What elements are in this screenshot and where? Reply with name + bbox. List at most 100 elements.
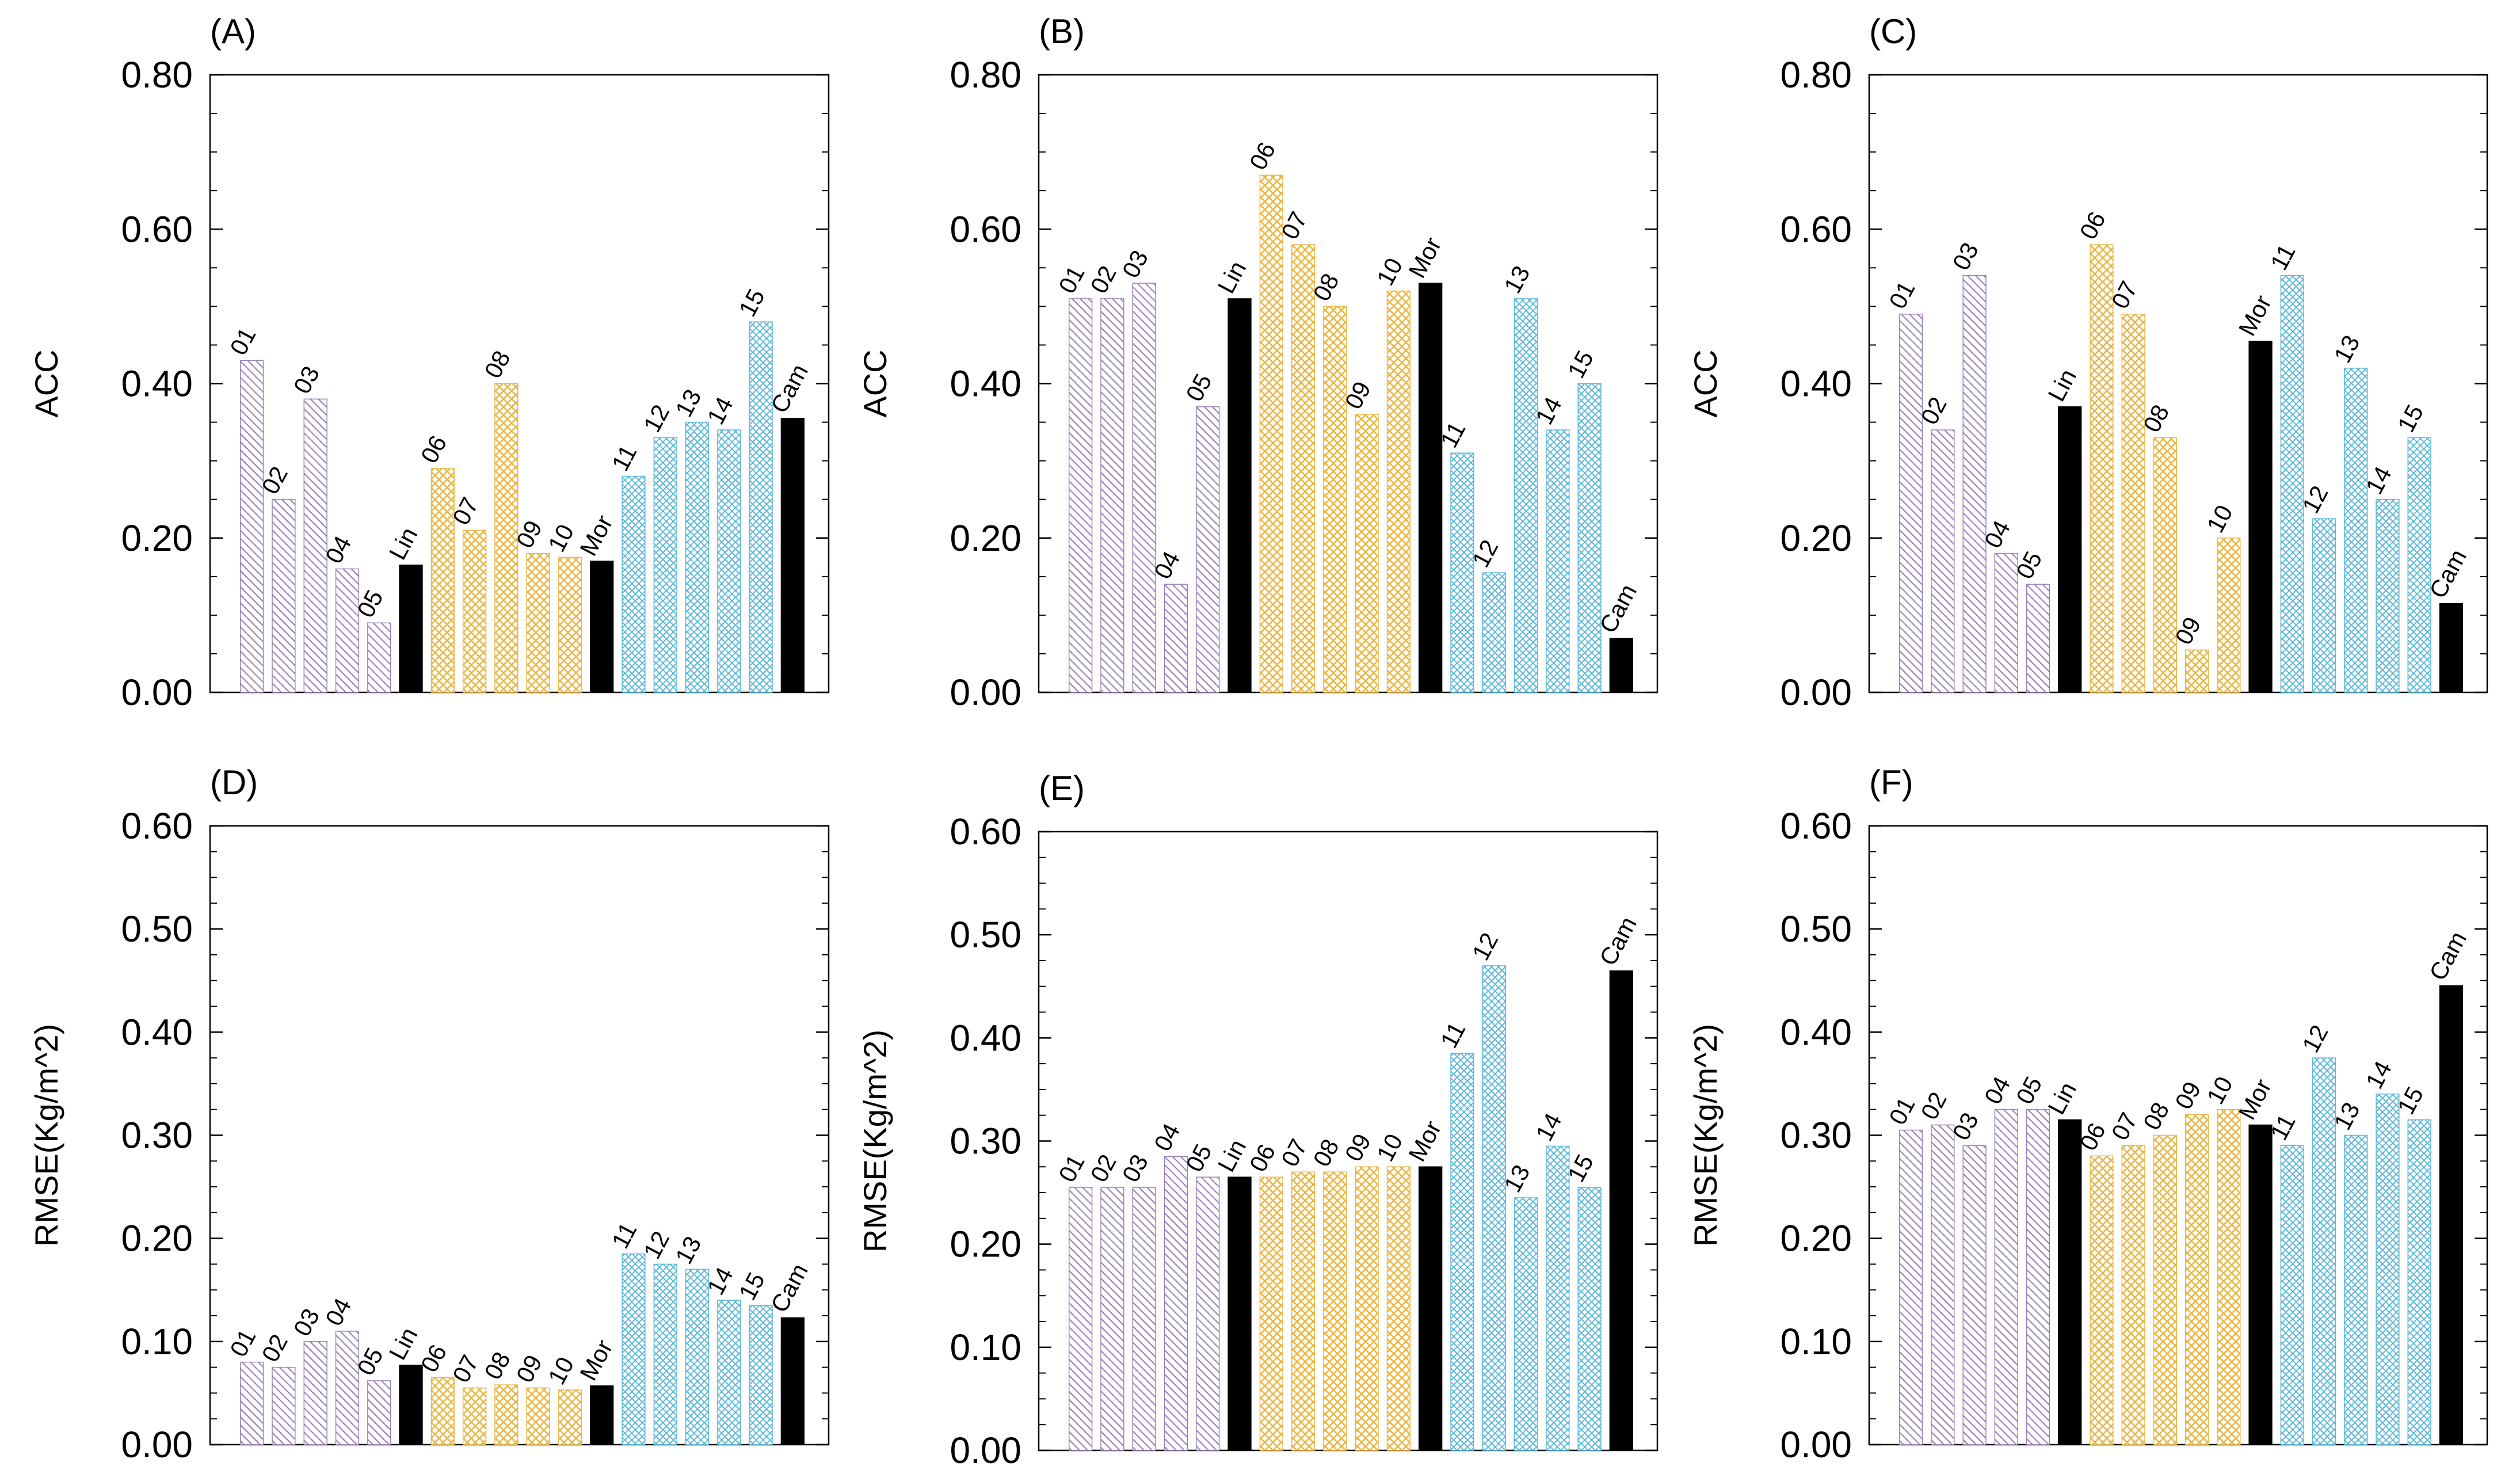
bar-03 — [1132, 283, 1156, 693]
bar-label: 07 — [2106, 1108, 2142, 1144]
bar-09 — [2184, 649, 2209, 693]
bar-label: 01 — [224, 323, 261, 359]
bar-label: 10 — [1371, 1129, 1408, 1165]
bar-Cam — [780, 418, 805, 693]
bar-09 — [526, 553, 550, 693]
y-axis-label: ACC — [1687, 349, 1724, 417]
bar-label: 08 — [2138, 1098, 2174, 1134]
bar-Cam — [1609, 638, 1634, 693]
y-tick-label: 0.40 — [950, 1017, 1021, 1058]
y-tick-label: 0.00 — [121, 672, 193, 713]
bar-01 — [1898, 314, 1923, 693]
y-tick-label: 0.10 — [1780, 1321, 1852, 1362]
bar-label: 15 — [734, 1268, 770, 1304]
bar-Mor — [1419, 283, 1443, 693]
chart-panel-5: 0.00 0.10 0.20 0.30 0.40 0.50 0.60 RMSE(Kg/m^2)… — [857, 769, 1659, 1471]
y-tick-label: 0.20 — [1780, 517, 1852, 559]
y-tick-label: 0.50 — [1780, 908, 1852, 950]
y-tick-label: 0.60 — [1780, 208, 1852, 250]
bar-label: Lin — [1213, 257, 1252, 298]
bar-07 — [462, 1387, 487, 1445]
bar-label: 04 — [1149, 1119, 1185, 1155]
y-tick-label: 0.20 — [121, 517, 193, 559]
y-tick-label: 0.40 — [1780, 363, 1852, 405]
y-tick-label: 0.20 — [1780, 1218, 1852, 1259]
bar-10 — [558, 1389, 582, 1445]
bar-label: Mor — [2233, 291, 2277, 340]
bar-12 — [653, 1263, 677, 1445]
y-axis-label: RMSE(Kg/m^2) — [28, 1024, 64, 1247]
y-tick-label: 0.30 — [121, 1115, 193, 1156]
y-tick-label: 0.60 — [121, 805, 193, 847]
y-tick-label: 0.50 — [950, 914, 1021, 955]
bar-09 — [1355, 1166, 1379, 1451]
bar-label: 06 — [1244, 138, 1280, 174]
bar-label: 03 — [1117, 1150, 1153, 1186]
chart-panel-6: 0.00 0.10 0.20 0.30 0.40 0.50 0.60 RMSE(Kg/m^2)… — [1687, 763, 2488, 1465]
bar-label: 09 — [1340, 1129, 1376, 1165]
bar-14 — [1546, 1145, 1570, 1451]
bar-label: 10 — [543, 520, 579, 556]
bar-Lin — [2058, 1119, 2082, 1445]
bar-label: 13 — [670, 1232, 706, 1268]
panel-label: (F) — [1869, 763, 1913, 802]
y-tick-label: 0.60 — [950, 811, 1021, 852]
bar-06 — [1259, 174, 1283, 693]
bar-Mor — [1419, 1166, 1443, 1451]
bar-15 — [1577, 383, 1602, 693]
bar-label: Cam — [765, 1259, 813, 1316]
bar-01 — [1898, 1129, 1923, 1445]
bar-08 — [494, 1384, 519, 1445]
bar-label: 08 — [479, 1347, 515, 1384]
bar-label: 03 — [288, 361, 325, 398]
bar-11 — [2280, 275, 2304, 693]
bar-15 — [2407, 437, 2431, 693]
bar-label: Mor — [574, 1335, 617, 1385]
y-axis-label: RMSE(Kg/m^2) — [857, 1030, 893, 1252]
bar-label: 15 — [1562, 346, 1599, 382]
bar-label: 15 — [2392, 400, 2428, 436]
y-tick-label: 0.00 — [950, 672, 1021, 713]
bar-04 — [335, 1331, 360, 1445]
bar-02 — [1100, 1187, 1124, 1451]
bar-label: Mor — [574, 511, 617, 560]
bar-04 — [335, 568, 360, 693]
bar-label: 08 — [1307, 1134, 1344, 1171]
bar-12 — [2312, 1057, 2336, 1445]
bar-14 — [2376, 1094, 2400, 1445]
bar-label: 03 — [1117, 246, 1153, 282]
bar-02 — [272, 1366, 296, 1445]
bar-07 — [2121, 314, 2145, 693]
bar-15 — [1577, 1187, 1602, 1451]
bar-08 — [494, 383, 519, 693]
bar-Cam — [2439, 603, 2464, 693]
bar-04 — [1164, 584, 1188, 693]
bar-03 — [1962, 275, 1987, 693]
y-tick-label: 0.60 — [1780, 805, 1852, 847]
bar-03 — [1962, 1145, 1987, 1445]
bar-label: Lin — [384, 1323, 423, 1365]
bar-05 — [367, 622, 391, 693]
bar-05 — [1196, 406, 1220, 693]
y-tick-label: 0.40 — [950, 363, 1021, 405]
bar-13 — [2344, 1134, 2368, 1445]
bar-13 — [2344, 367, 2368, 693]
bar-label: 01 — [1053, 1150, 1089, 1186]
bar-01 — [1068, 1187, 1093, 1451]
bar-label: Cam — [2424, 927, 2472, 985]
bar-10 — [2217, 538, 2241, 693]
y-tick-label: 0.10 — [121, 1321, 193, 1362]
bar-label: 10 — [1371, 253, 1408, 289]
bar-02 — [1931, 429, 1955, 693]
bar-13 — [1513, 298, 1538, 693]
bar-label: Mor — [1403, 1117, 1446, 1166]
bar-02 — [1100, 298, 1124, 693]
bar-label: 14 — [2361, 1057, 2397, 1093]
panel-label: (E) — [1039, 769, 1085, 807]
y-tick-label: 0.20 — [950, 517, 1021, 559]
bar-label: 05 — [1180, 370, 1217, 406]
bar-11 — [2280, 1145, 2304, 1445]
bar-label: 14 — [1530, 1108, 1566, 1145]
bar-label: 10 — [2201, 1072, 2237, 1108]
bar-01 — [1068, 298, 1093, 693]
